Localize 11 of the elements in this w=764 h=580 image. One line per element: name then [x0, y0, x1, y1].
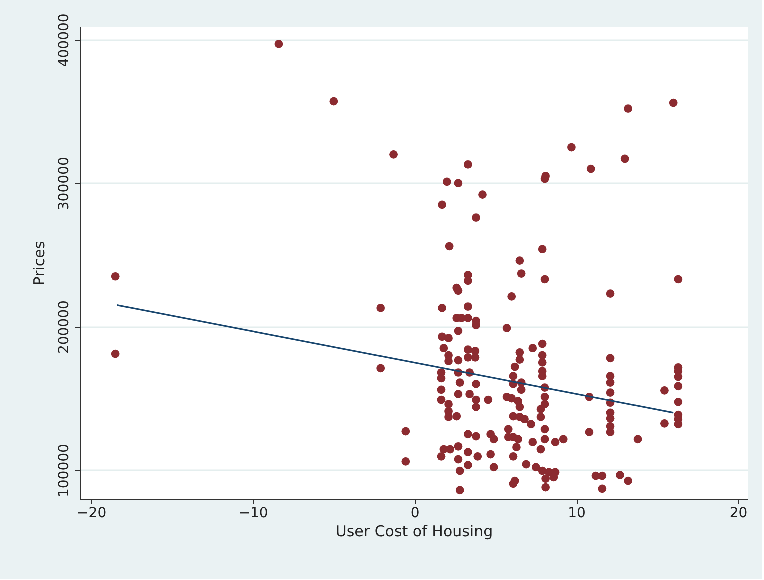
x-tick-label: 20 [730, 506, 748, 522]
x-tick-label: 0 [410, 506, 420, 522]
x-tick-label: −20 [77, 506, 107, 522]
y-tick-label: 300000 [56, 157, 72, 211]
y-tick-label: 100000 [56, 444, 72, 498]
x-tick-label: 10 [568, 506, 586, 522]
x-axis-title: User Cost of Housing [336, 522, 494, 540]
y-tick-label: 400000 [56, 14, 72, 68]
x-tick-label: −10 [238, 506, 268, 522]
y-axis-title: Prices [30, 241, 48, 286]
y-tick-label: 200000 [56, 300, 72, 354]
